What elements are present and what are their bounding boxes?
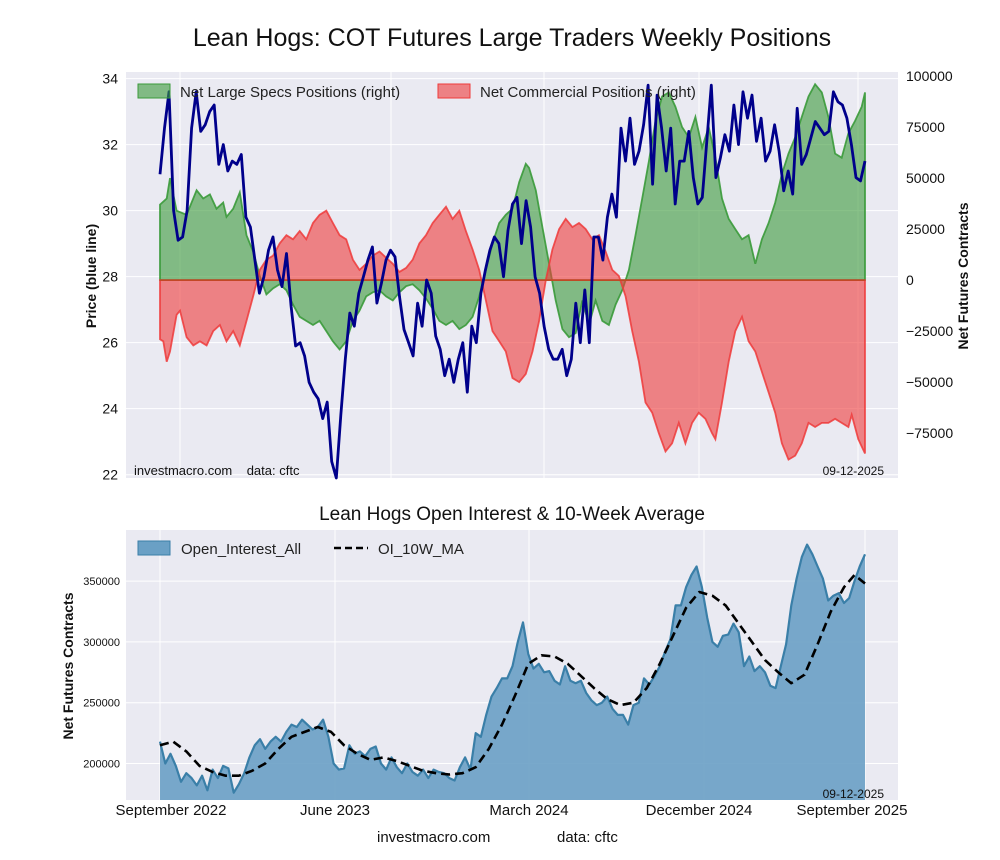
price-tick-label: 30 <box>102 203 118 219</box>
x-tick-label: December 2024 <box>646 802 753 819</box>
price-axis-label: Price (blue line) <box>83 224 99 328</box>
contracts-axis-ticks: −75000 −50000 −25000 0 25000 50000 75000 100000 <box>906 68 953 441</box>
open-interest-legend: Open_Interest_All OI_10W_MA <box>137 540 464 558</box>
legend-swatch-open-interest <box>137 540 171 556</box>
contracts-tick-label: −25000 <box>906 323 953 339</box>
footer-data: data: cftc <box>557 829 618 846</box>
open-interest-title: Lean Hogs Open Interest & 10-Week Averag… <box>319 504 705 525</box>
price-tick-label: 28 <box>102 269 118 285</box>
legend-swatch-commercial <box>437 83 471 99</box>
contracts-tick-label: −50000 <box>906 374 953 390</box>
contracts-tick-label: 75000 <box>906 119 945 135</box>
open-interest-tick-label: 300000 <box>83 637 120 649</box>
price-tick-label: 24 <box>102 401 118 417</box>
open-interest-tick-label: 200000 <box>83 759 120 771</box>
x-tick-label: March 2024 <box>489 802 568 819</box>
legend-label-specs: Net Large Specs Positions (right) <box>180 84 400 101</box>
open-interest-axis-label: Net Futures Contracts <box>60 592 76 739</box>
net-large-specs-area <box>159 82 866 351</box>
open-interest-axis-ticks: 200000 250000 300000 350000 <box>83 576 120 770</box>
contracts-tick-label: 0 <box>906 272 914 288</box>
open-interest-area <box>160 544 865 800</box>
price-line <box>158 83 867 480</box>
x-tick-label: September 2025 <box>797 802 908 819</box>
contracts-tick-label: 25000 <box>906 221 945 237</box>
price-tick-label: 26 <box>102 335 118 351</box>
legend-label-commercial: Net Commercial Positions (right) <box>480 84 696 101</box>
legend-label-open-interest: Open_Interest_All <box>181 541 301 558</box>
positions-date-label: 09-12-2025 <box>823 464 885 478</box>
positions-legend: Net Large Specs Positions (right) Net Co… <box>137 83 696 101</box>
x-tick-label: June 2023 <box>300 802 370 819</box>
x-axis-tick-labels: September 2022 June 2023 March 2024 Decembe… <box>116 802 908 819</box>
contracts-tick-label: 100000 <box>906 68 953 84</box>
positions-panel: 22 24 26 28 30 32 34 −75000 −50000 −25000 0 25000 5… <box>83 68 971 483</box>
price-axis-ticks: 22 24 26 28 30 32 34 <box>102 71 118 483</box>
net-commercial-area <box>159 205 866 461</box>
oi-10w-ma-line <box>159 573 866 777</box>
contracts-tick-label: −75000 <box>906 425 953 441</box>
contracts-axis-label: Net Futures Contracts <box>955 202 971 349</box>
figure-title: Lean Hogs: COT Futures Large Traders Wee… <box>193 24 831 52</box>
contracts-tick-label: 50000 <box>906 170 945 186</box>
legend-label-ma: OI_10W_MA <box>378 541 464 558</box>
footer-source: investmacro.com <box>377 829 490 846</box>
price-tick-label: 34 <box>102 71 118 87</box>
positions-watermark: investmacro.com data: cftc <box>134 463 300 478</box>
legend-swatch-specs <box>137 83 171 99</box>
open-interest-date-label: 09-12-2025 <box>823 787 885 801</box>
open-interest-tick-label: 350000 <box>83 576 120 588</box>
open-interest-line <box>158 543 867 794</box>
x-tick-label: September 2022 <box>116 802 227 819</box>
open-interest-panel: Lean Hogs Open Interest & 10-Week Averag… <box>60 504 898 801</box>
price-tick-label: 22 <box>102 467 118 483</box>
open-interest-tick-label: 250000 <box>83 698 120 710</box>
price-tick-label: 32 <box>102 137 118 153</box>
